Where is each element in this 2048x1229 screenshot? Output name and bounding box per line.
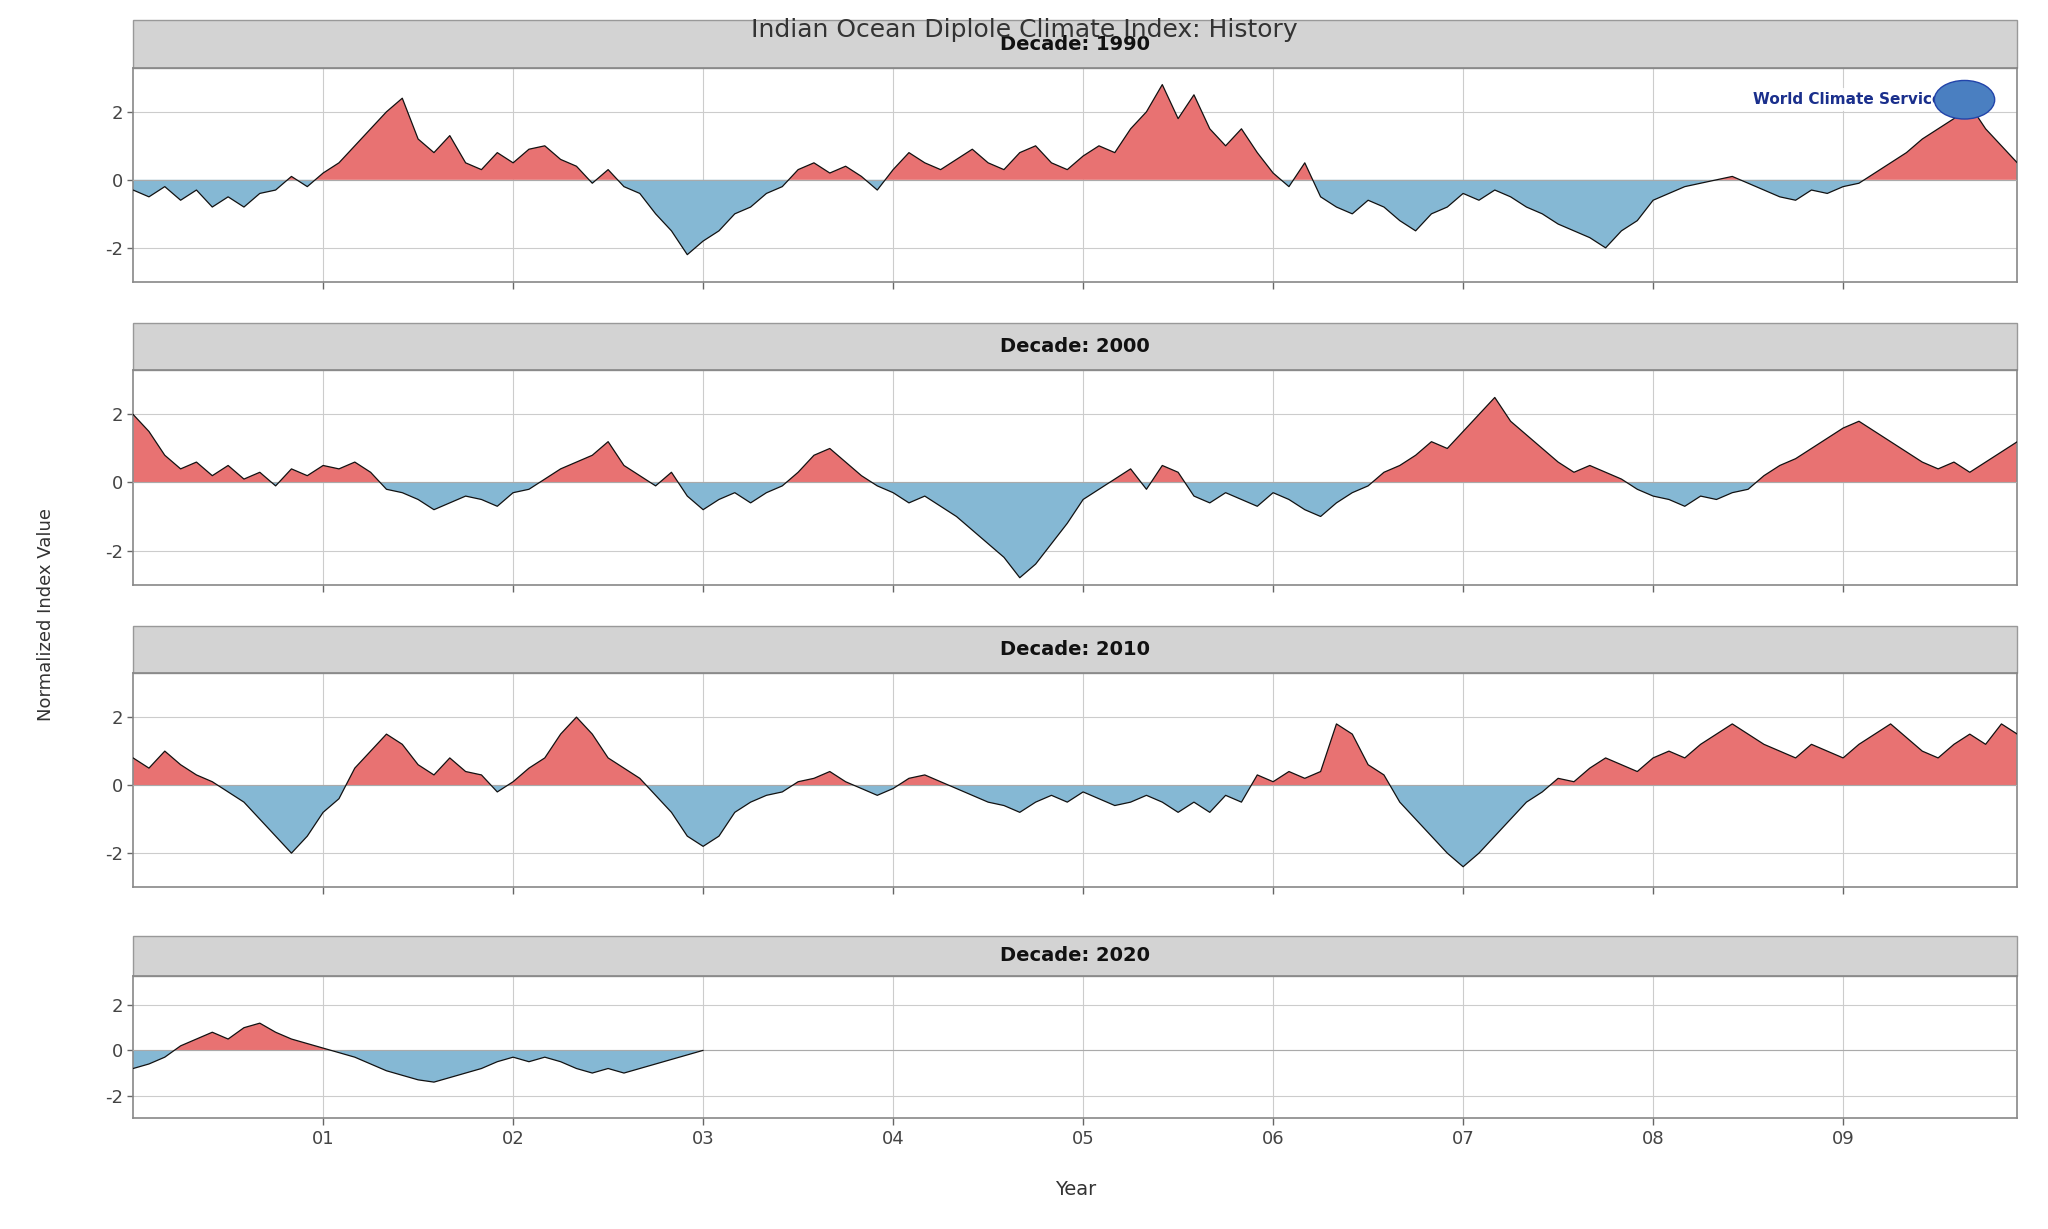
- FancyBboxPatch shape: [133, 935, 2017, 976]
- Text: Decade: 2020: Decade: 2020: [999, 946, 1151, 965]
- Ellipse shape: [1935, 80, 1995, 119]
- Text: Year: Year: [1055, 1180, 1096, 1198]
- Text: Decade: 1990: Decade: 1990: [999, 34, 1151, 54]
- Text: Indian Ocean Diplole Climate Index: History: Indian Ocean Diplole Climate Index: Hist…: [752, 18, 1296, 43]
- Text: World Climate Service: World Climate Service: [1753, 92, 1942, 107]
- FancyBboxPatch shape: [133, 323, 2017, 370]
- FancyBboxPatch shape: [133, 626, 2017, 673]
- FancyBboxPatch shape: [133, 21, 2017, 68]
- Text: Normalized Index Value: Normalized Index Value: [37, 508, 55, 721]
- Text: Decade: 2000: Decade: 2000: [999, 337, 1151, 356]
- Text: Decade: 2010: Decade: 2010: [999, 640, 1151, 659]
